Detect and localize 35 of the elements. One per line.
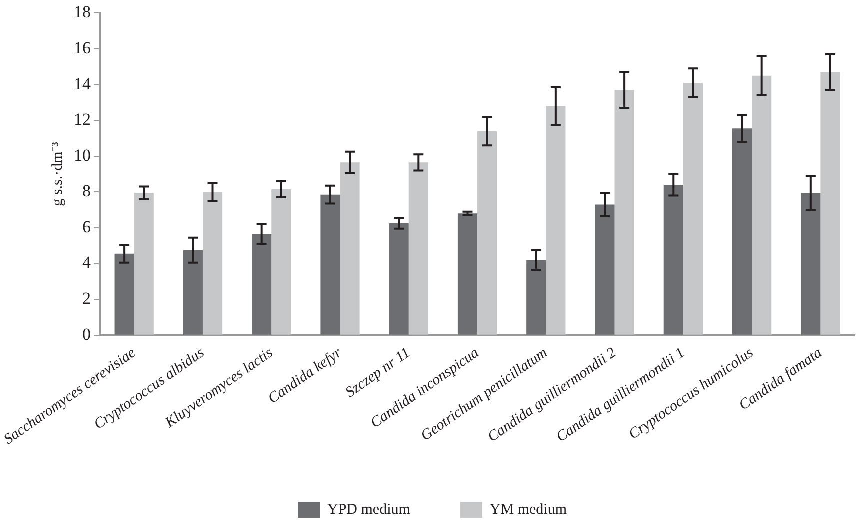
bar xyxy=(526,260,546,335)
bar xyxy=(546,106,566,335)
bar xyxy=(458,214,478,335)
bar xyxy=(272,189,292,335)
y-tick-label: 6 xyxy=(82,217,92,236)
bar xyxy=(183,250,203,335)
y-tick-label: 12 xyxy=(74,110,92,130)
bar xyxy=(114,254,134,335)
bar xyxy=(614,90,634,335)
bar xyxy=(820,72,840,335)
y-tick-label: 8 xyxy=(82,182,92,201)
bar xyxy=(202,192,223,335)
y-axis-title: g s.s.·dm⁻³ xyxy=(50,142,66,206)
bar xyxy=(595,204,615,335)
bar xyxy=(478,131,498,335)
bar xyxy=(320,194,340,335)
bar xyxy=(732,128,752,335)
legend-label: YM medium xyxy=(490,502,568,518)
y-tick-label: 18 xyxy=(74,2,92,22)
bar xyxy=(340,162,360,335)
bar xyxy=(389,224,409,335)
y-tick-label: 0 xyxy=(82,324,92,344)
y-tick-label: 14 xyxy=(74,74,92,94)
y-tick-label: 10 xyxy=(74,146,92,165)
bar xyxy=(134,193,154,335)
bar xyxy=(408,162,428,335)
bar xyxy=(801,193,821,335)
y-tick-label: 2 xyxy=(82,289,92,308)
legend-label: YPD medium xyxy=(328,502,411,518)
y-tick-label: 16 xyxy=(74,38,92,58)
bar xyxy=(683,83,703,335)
y-tick-label: 4 xyxy=(82,253,92,272)
bar xyxy=(752,76,772,335)
bar xyxy=(664,185,684,335)
bar xyxy=(252,234,272,335)
